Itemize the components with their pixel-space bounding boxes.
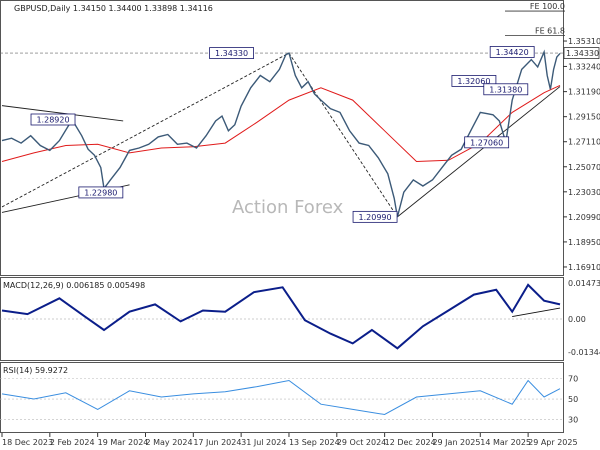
x-tick-label: 18 Dec 2023 [2, 438, 53, 447]
price-label-box [209, 47, 254, 59]
dashed-trendline-down [288, 52, 398, 218]
macd-line [1, 283, 561, 350]
price-label: 1.22980 [84, 188, 117, 197]
price-label: 1.31380 [489, 85, 522, 94]
current-price-tag-box [563, 47, 600, 59]
macd-y-tick-label: 0.00 [568, 315, 586, 324]
price-label-box [352, 210, 398, 223]
rsi-line [1, 379, 561, 416]
support-trendline [397, 86, 561, 218]
main-header: GBPUSD,Daily 1.34150 1.34400 1.33898 1.3… [14, 4, 213, 13]
x-tick-label: 17 Jun 2024 [193, 438, 241, 447]
rsi-y-tick-label: 50 [568, 395, 578, 404]
x-tick-label: 29 Jan 2025 [432, 438, 480, 447]
y-tick-label: 1.23030 [568, 188, 600, 197]
y-tick-label: 1.16910 [568, 263, 600, 272]
price-label: 1.32060 [457, 77, 490, 86]
x-tick-label: 12 Dec 2024 [385, 438, 436, 447]
main-panel-frame [0, 0, 564, 276]
y-tick-label: 1.35310 [568, 37, 600, 46]
x-tick-label: 29 Oct 2024 [337, 438, 386, 447]
x-tick-label: 19 Mar 2024 [98, 438, 149, 447]
price-label-box [489, 46, 535, 58]
channel-upper-line [1, 105, 124, 122]
fib-level-label: FE 100.0 [530, 2, 565, 11]
y-tick-label: 1.27110 [568, 138, 600, 147]
y-tick-label: 1.20990 [568, 213, 600, 222]
price-label: 1.27060 [470, 138, 503, 147]
x-tick-label: 13 Sep 2024 [289, 438, 340, 447]
price-label: 1.34330 [215, 49, 248, 58]
y-tick-label: 1.33240 [568, 62, 600, 71]
x-tick-label: 2 Feb 2024 [50, 438, 95, 447]
price-label-box [451, 75, 497, 87]
price-label-box [464, 136, 510, 149]
y-tick-label: 1.18950 [568, 238, 600, 247]
price-label-box [483, 83, 529, 96]
price-label-box [78, 186, 124, 199]
macd-y-tick-label: 0.014734 [568, 279, 600, 288]
fib-levels: FE 100.0 FE 61.8 [0, 2, 565, 54]
rsi-series: 70 50 30 [0, 374, 578, 425]
rsi-y-tick-label: 30 [568, 416, 578, 425]
y-axis-ticks: 1.35310 1.33240 1.31190 1.29150 1.27110 1.250… [563, 37, 600, 272]
x-tick-label: 2 May 2024 [145, 438, 192, 447]
price-line [1, 49, 561, 218]
rsi-panel-frame [0, 362, 564, 433]
dashed-trendline-up [1, 52, 290, 208]
price-labels: 1.34330 1.28920 1.22980 1.20990 1.27060 1.320… [30, 46, 600, 223]
macd-series: 0.014734 0.00 -0.013442 [0, 279, 600, 357]
rsi-y-tick-label: 70 [568, 374, 578, 383]
watermark: Action Forex [232, 197, 344, 218]
y-tick-label: 1.31190 [568, 88, 600, 97]
macd-trendline [512, 307, 561, 318]
x-tick-label: 31 Jul 2024 [241, 438, 286, 447]
moving-average-line [1, 84, 561, 163]
price-label: 1.34420 [496, 48, 529, 57]
price-label: 1.20990 [359, 213, 392, 222]
macd-y-tick-label: -0.013442 [568, 348, 600, 357]
macd-header: MACD(12,26,9) 0.006185 0.005498 [3, 281, 145, 290]
fib-level-label: FE 61.8 [535, 27, 565, 36]
price-label: 1.28920 [36, 115, 69, 124]
x-tick-label: 14 Mar 2025 [480, 438, 531, 447]
trendlines [1, 52, 561, 218]
y-tick-label: 1.29150 [568, 113, 600, 122]
current-price-tag: 1.34330 [566, 49, 599, 58]
price-label-box [30, 113, 76, 126]
x-tick-label: 29 Apr 2025 [528, 438, 577, 447]
rsi-header: RSI(14) 59.9272 [3, 366, 68, 375]
y-tick-label: 1.25070 [568, 163, 600, 172]
